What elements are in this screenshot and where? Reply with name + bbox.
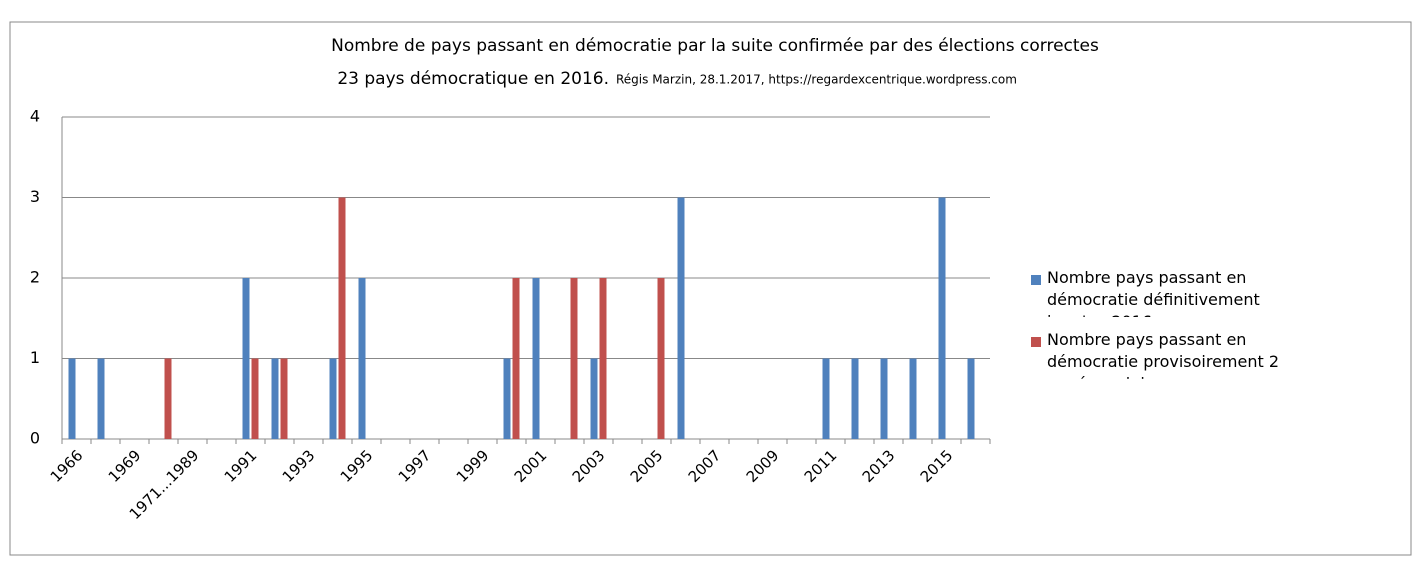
bar [280, 358, 288, 439]
bar [590, 358, 598, 439]
bar [97, 358, 105, 439]
bar [599, 278, 607, 439]
y-tick-label: 0 [30, 429, 40, 448]
legend-swatch [1031, 275, 1041, 285]
legend-swatch [1031, 337, 1041, 347]
chart-credit: Régis Marzin, 28.1.2017, https://regarde… [616, 73, 1017, 87]
legend-label: Nombre pays passant en démocratie défini… [1047, 268, 1260, 317]
bar [271, 358, 279, 439]
legend-entry: Nombre pays passant en démocratie provis… [1047, 330, 1280, 379]
bar [503, 358, 511, 439]
bar [880, 358, 888, 439]
bar [251, 358, 259, 439]
bar [242, 278, 250, 439]
legend-label: Nombre pays passant en démocratie provis… [1047, 330, 1280, 379]
bar [512, 278, 520, 439]
bar [967, 358, 975, 439]
bar [909, 358, 917, 439]
bar [532, 278, 540, 439]
y-tick-label: 2 [30, 268, 40, 287]
bar [851, 358, 859, 439]
bar [570, 278, 578, 439]
bar [358, 278, 366, 439]
y-tick-label: 1 [30, 348, 40, 367]
y-tick-label: 4 [30, 107, 40, 126]
bar [677, 197, 685, 439]
chart-title: Nombre de pays passant en démocratie par… [331, 36, 1099, 56]
y-tick-label: 3 [30, 187, 40, 206]
bar [164, 358, 172, 439]
bar [657, 278, 665, 439]
legend-entry: Nombre pays passant en démocratie défini… [1047, 268, 1260, 317]
bar [68, 358, 76, 439]
chart-subtitle: 23 pays démocratique en 2016. [337, 69, 609, 89]
bar [822, 358, 830, 439]
bar [329, 358, 337, 439]
bar [938, 197, 946, 439]
bar [338, 197, 346, 439]
